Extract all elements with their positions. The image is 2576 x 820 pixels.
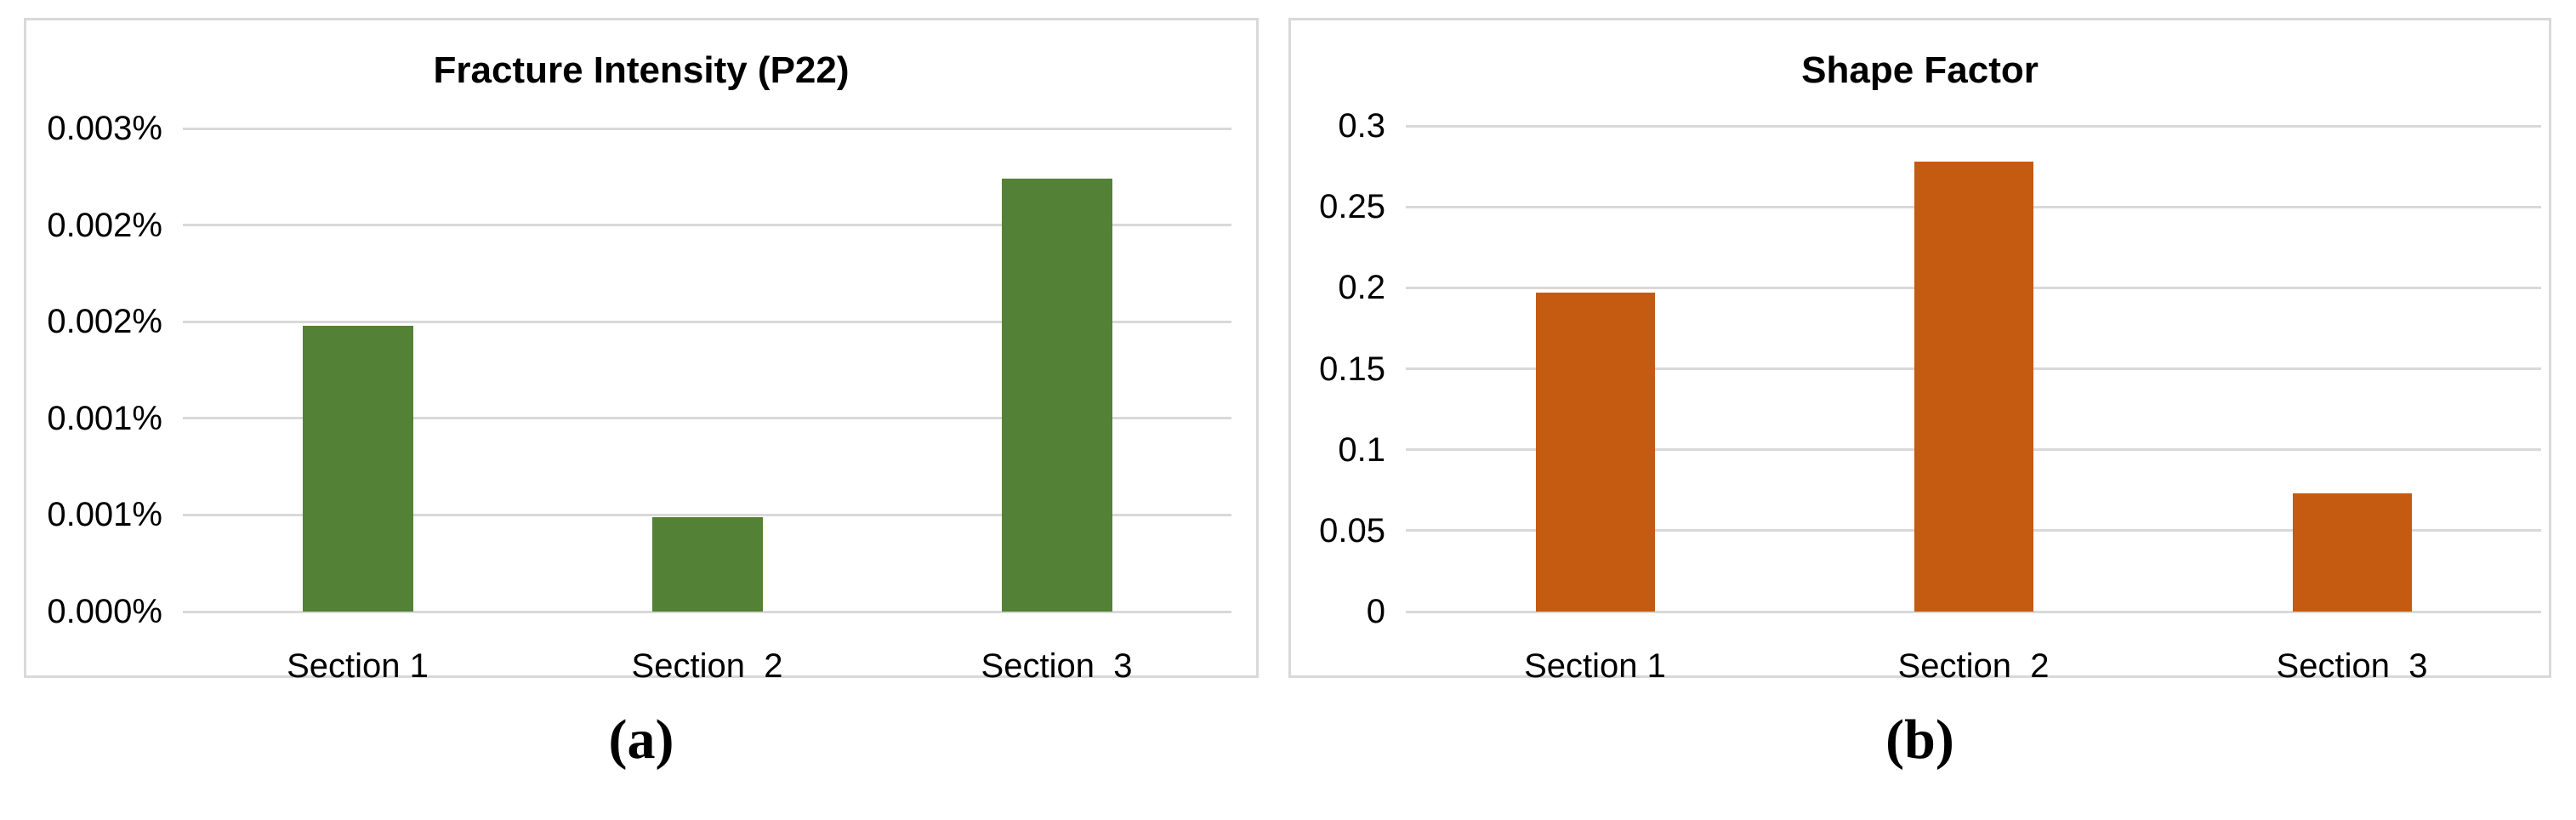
y-axis-tick-label: 0.05 xyxy=(1319,511,1385,550)
chart-title-a: Fracture Intensity (P22) xyxy=(433,49,850,91)
y-axis-tick-label: 0.2 xyxy=(1338,269,1385,307)
y-axis-tick-label: 0.1 xyxy=(1338,430,1385,469)
y-axis-tick-label: 0.15 xyxy=(1319,350,1385,388)
gridline xyxy=(183,127,1231,130)
gridline xyxy=(1406,610,2541,613)
x-axis-tick-label: Section 1 xyxy=(1524,647,1666,685)
bar-section-2 xyxy=(651,517,763,612)
subfigure-label-a: (a) xyxy=(608,709,674,771)
bar-section-1 xyxy=(302,326,413,612)
y-axis-tick-label: 0.002% xyxy=(47,206,162,244)
bar-section-3 xyxy=(2292,493,2412,612)
x-axis-tick-label: Section 1 xyxy=(287,647,429,685)
gridline xyxy=(183,513,1231,516)
x-axis-tick-label: Section 2 xyxy=(1897,647,2050,685)
chart-panel-b: Shape Factor 0.3 0.25 0.2 0.15 0.1 0.05 0 Sect… xyxy=(1288,18,2551,683)
gridline xyxy=(183,224,1231,227)
gridline xyxy=(183,417,1231,420)
gridline xyxy=(183,320,1231,323)
gridline xyxy=(1406,124,2541,128)
subfigure-label-b: (b) xyxy=(1885,709,1954,771)
y-axis-tick-label: 0.001% xyxy=(47,496,162,534)
bar-section-3 xyxy=(1001,179,1112,612)
bar-section-1 xyxy=(1535,293,1655,612)
chart-panel-a: Fracture Intensity (P22) 0.003% 0.002% 0.0… xyxy=(24,18,1259,683)
y-axis-tick-label: 0.003% xyxy=(47,110,162,147)
y-axis-tick-label: 0 xyxy=(1366,593,1385,630)
y-axis-tick-label: 0.3 xyxy=(1338,107,1385,145)
x-axis-tick-label: Section 3 xyxy=(981,647,1133,685)
y-axis-tick-label: 0.000% xyxy=(47,593,162,630)
x-axis-tick-label: Section 2 xyxy=(631,647,783,685)
y-axis-tick-label: 0.25 xyxy=(1319,188,1385,226)
y-axis-tick-label: 0.002% xyxy=(47,303,162,341)
x-axis-tick-label: Section 3 xyxy=(2276,647,2428,685)
gridline xyxy=(183,610,1231,613)
y-axis-tick-label: 0.001% xyxy=(47,399,162,437)
bar-section-2 xyxy=(1914,162,2033,612)
chart-title-b: Shape Factor xyxy=(1801,49,2039,91)
